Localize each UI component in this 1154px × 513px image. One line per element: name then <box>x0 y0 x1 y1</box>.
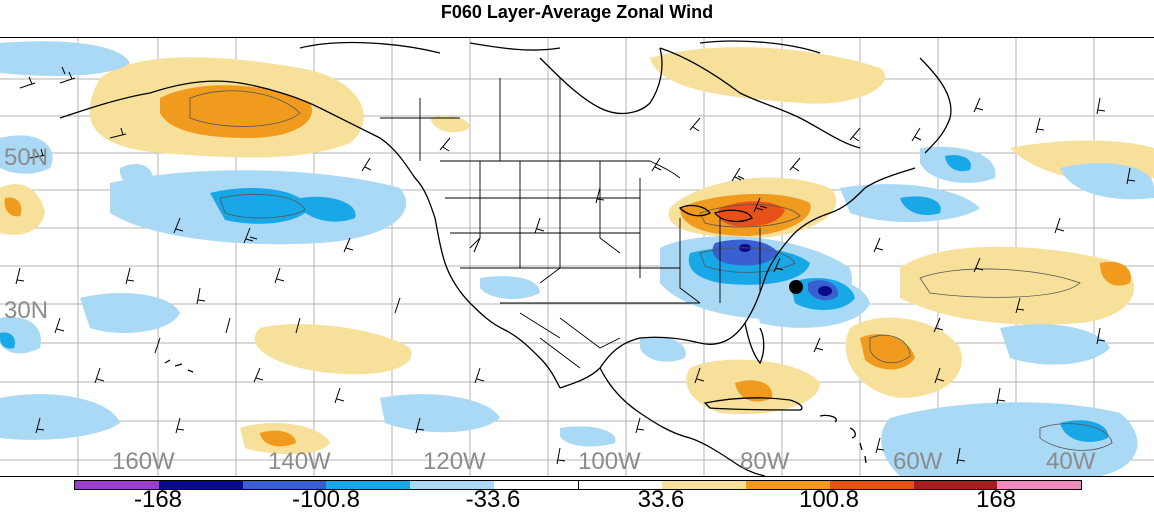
lon-label-120w: 120W <box>423 448 486 475</box>
colorbar-tick-label: 33.6 <box>637 486 685 513</box>
colorbar-segment <box>746 481 830 489</box>
lon-label-100w: 100W <box>578 448 641 475</box>
colorbar-tick-label: -100.8 <box>291 486 361 513</box>
colorbar-segment <box>578 481 663 489</box>
lon-label-140w: 140W <box>268 448 331 475</box>
colorbar-segment <box>242 481 327 489</box>
colorbar-tick-label: 168 <box>975 486 1017 513</box>
colorbar-segment <box>913 481 998 489</box>
coastlines <box>59 40 952 476</box>
political-borders <box>380 78 761 369</box>
storm-center-marker <box>789 280 803 294</box>
colorbar-segment <box>326 481 410 489</box>
lon-label-80w: 80W <box>740 448 790 475</box>
shaded-wind-field <box>0 41 1154 476</box>
colorbar-segment <box>75 481 159 489</box>
map-canvas <box>0 38 1154 476</box>
colorbar-segment <box>158 481 243 489</box>
colorbar-tick-label: -33.6 <box>465 486 521 513</box>
lon-label-160w: 160W <box>112 448 175 475</box>
lon-label-40w: 40W <box>1046 448 1096 475</box>
colorbar-segment <box>410 481 494 489</box>
color-legend-bar <box>74 480 1082 490</box>
wind-barbs <box>15 66 1136 465</box>
colorbar-segment <box>493 481 579 489</box>
colorbar-tick-label: 100.8 <box>798 486 860 513</box>
map-panel: 50N 30N 160W 140W 120W 100W 80W 60W 40W <box>0 37 1154 477</box>
lat-label-30n: 30N <box>4 297 49 324</box>
colorbar-tick-label: -168 <box>133 486 183 513</box>
colorbar-segment <box>662 481 746 489</box>
colorbar-segment <box>997 481 1081 489</box>
colorbar-segment <box>829 481 914 489</box>
lat-label-50n: 50N <box>4 144 49 171</box>
lon-label-60w: 60W <box>893 448 943 475</box>
map-title: F060 Layer-Average Zonal Wind <box>440 2 714 22</box>
contour-lines <box>189 90 1113 451</box>
